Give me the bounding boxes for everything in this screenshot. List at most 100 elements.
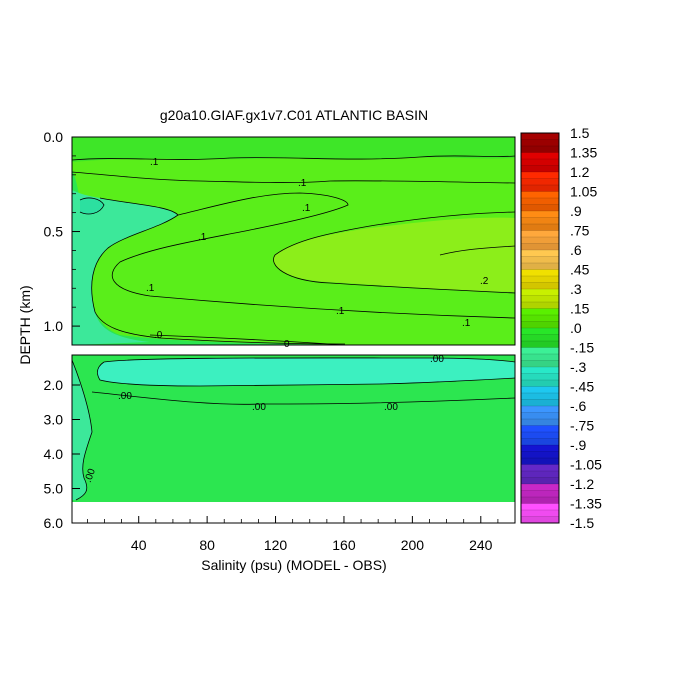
colorbar-band	[521, 159, 559, 166]
colorbar-label: -.3	[570, 359, 587, 375]
colorbar-label: .9	[570, 203, 582, 219]
contour-label: .1	[336, 306, 345, 317]
y-tick-label: 0.5	[44, 224, 64, 240]
colorbar-band	[521, 347, 559, 355]
colorbar-band	[521, 250, 559, 257]
contour-label: .00	[384, 402, 398, 413]
colorbar-label: 1.2	[570, 164, 590, 180]
colorbar-label: .75	[570, 223, 590, 239]
colorbar-band	[521, 198, 559, 205]
colorbar-frame	[520, 132, 560, 524]
colorbar-band	[521, 217, 559, 225]
y-tick-label: 2.0	[44, 377, 64, 393]
colorbar-band	[521, 412, 559, 420]
colorbar-band	[521, 477, 559, 485]
contour-label: .0	[154, 330, 163, 341]
contour-label: .00	[118, 391, 132, 402]
colorbar-band	[521, 185, 559, 192]
colorbar-band	[521, 289, 559, 296]
contour-label: .2	[480, 276, 489, 287]
colorbar-band	[521, 269, 559, 277]
colorbar-band	[521, 373, 559, 381]
colorbar-band	[521, 516, 559, 524]
colorbar-label: -1.5	[570, 515, 594, 531]
colorbar-band	[521, 308, 559, 316]
y-tick-label: 5.0	[44, 481, 64, 497]
colorbar-band	[521, 133, 559, 140]
contour-label: 0	[284, 339, 290, 350]
upper-panel-frame	[71, 136, 516, 346]
colorbar-band	[521, 321, 559, 329]
colorbar-band	[521, 471, 559, 478]
colorbar-band	[521, 438, 559, 446]
colorbar-band	[521, 315, 559, 322]
colorbar-band	[521, 386, 559, 394]
colorbar-band	[521, 191, 559, 199]
x-tick-label: 40	[131, 537, 147, 553]
lower-panel-frame	[71, 354, 516, 524]
colorbar-band	[521, 432, 559, 439]
colorbar-band	[521, 464, 559, 472]
upper-contour-labels: .1 .1 .1 .1 .1 .1 .1 .2 .0 0	[146, 157, 489, 350]
colorbar-band	[521, 302, 559, 309]
colorbar-label: .3	[570, 281, 582, 297]
colorbar-band	[521, 178, 559, 186]
colorbar-band	[521, 328, 559, 335]
upper-contours	[72, 155, 515, 345]
colorbar-band	[521, 276, 559, 283]
x-axis-label: Salinity (psu) (MODEL - OBS)	[201, 557, 386, 573]
colorbar-label: -1.05	[570, 457, 602, 473]
lower-fill-west	[72, 360, 92, 500]
colorbar-band	[521, 334, 559, 342]
lower-contours	[72, 357, 515, 501]
y-tick-label: 4.0	[44, 446, 64, 462]
colorbar-band	[521, 367, 559, 374]
colorbar-label: 1.5	[570, 125, 590, 141]
colorbar-band	[521, 406, 559, 413]
lower-contour-labels: .00 .00 .00 .00 .00	[83, 354, 444, 484]
colorbar-band	[521, 146, 559, 153]
colorbar-label: .0	[570, 320, 582, 336]
contour-label: .00	[83, 467, 98, 484]
colorbar-band	[521, 263, 559, 270]
lower-fill-cyan	[97, 357, 515, 386]
y-tick-label: 3.0	[44, 412, 64, 428]
colorbar-label: -1.35	[570, 496, 602, 512]
colorbar-band	[521, 230, 559, 238]
x-tick-label: 240	[469, 537, 493, 553]
upper-fill-blob	[80, 197, 104, 214]
contour-label: .1	[150, 157, 159, 168]
colorbar-band	[521, 256, 559, 264]
colorbar-band	[521, 484, 559, 491]
colorbar-band	[521, 393, 559, 400]
upper-panel	[72, 137, 515, 345]
colorbar-band	[521, 380, 559, 387]
contour-label: .1	[462, 318, 471, 329]
lower-nodata	[72, 502, 515, 523]
colorbar-band	[521, 204, 559, 212]
colorbar-label: -1.2	[570, 476, 594, 492]
colorbar-band	[521, 425, 559, 433]
y-tick-label: 6.0	[44, 515, 64, 531]
colorbar-label: -.15	[570, 340, 594, 356]
colorbar-band	[521, 341, 559, 348]
colorbar-label: .15	[570, 301, 590, 317]
colorbar-label: -.6	[570, 398, 587, 414]
x-tick-label: 160	[332, 537, 356, 553]
x-tick-label: 200	[401, 537, 425, 553]
colorbar-band	[521, 224, 559, 231]
colorbar-band	[521, 490, 559, 498]
colorbar-label: 1.35	[570, 145, 597, 161]
colorbar-label: 1.05	[570, 184, 597, 200]
colorbar-band	[521, 451, 559, 459]
colorbar-band	[521, 503, 559, 511]
colorbar-band	[521, 419, 559, 426]
y-tick-label: 1.0	[44, 318, 64, 334]
colorbar-band	[521, 445, 559, 452]
colorbar-band	[521, 497, 559, 504]
colorbar-band	[521, 139, 559, 147]
colorbar-band	[521, 211, 559, 218]
colorbar-band	[521, 282, 559, 290]
